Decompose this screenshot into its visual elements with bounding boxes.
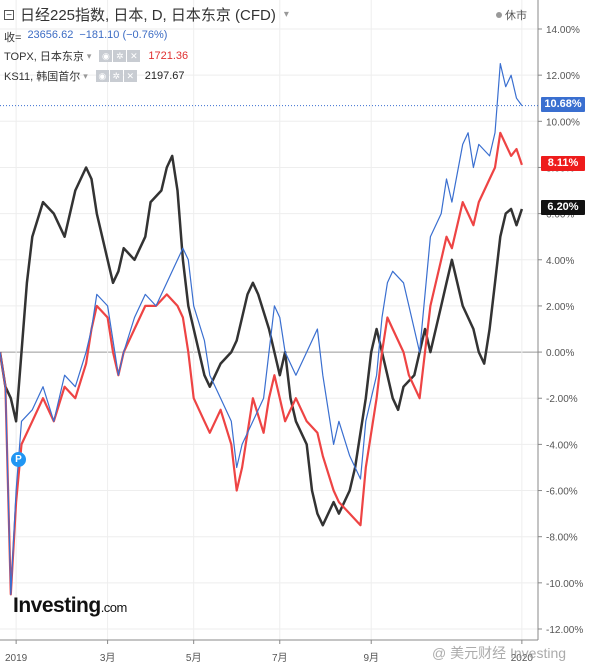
title-row: − 日经225指数, 日本, D, 日本东京 (CFD) ▾	[4, 4, 289, 25]
series-line-nikkei	[0, 63, 523, 595]
y-tick-label: -4.00%	[546, 440, 578, 451]
y-tick-label: -6.00%	[546, 487, 578, 498]
logo-suffix: .com	[100, 600, 128, 615]
gear-icon[interactable]: ✲	[109, 70, 123, 82]
compare-toolbar: ◉ ✲ ✕	[99, 50, 141, 62]
chevron-down-icon[interactable]: ▾	[283, 9, 289, 20]
compare-name: KS11, 韩国首尔	[4, 71, 81, 83]
compare-row-topx[interactable]: TOPX, 日本东京 ▾ ◉ ✲ ✕ 1721.36	[4, 48, 188, 64]
series-line-topx	[0, 131, 523, 596]
y-tick-label: 14.00%	[546, 25, 580, 36]
status-dot-icon	[496, 12, 502, 18]
y-tick-label: 2.00%	[546, 302, 574, 313]
x-tick-label: 9月	[363, 652, 379, 664]
compare-name: TOPX, 日本东京	[4, 51, 84, 63]
market-status-label: 休市	[505, 10, 527, 22]
chart-title: 日经225指数, 日本, D, 日本东京 (CFD)	[20, 7, 276, 24]
watermark: @ 美元财经 Investing	[432, 645, 567, 661]
close-price: 23656.62	[27, 29, 74, 41]
series-line-ks11	[0, 154, 524, 527]
y-tick-label: -8.00%	[546, 533, 578, 544]
x-tick-label: 2019	[5, 653, 28, 664]
y-tick-label: -10.00%	[546, 579, 583, 590]
x-tick-label: 5月	[186, 652, 202, 664]
close-icon[interactable]: ✕	[123, 70, 137, 82]
eye-icon[interactable]: ◉	[95, 70, 109, 82]
price-label-nikkei: 10.68%	[541, 97, 585, 112]
chevron-down-icon[interactable]: ▾	[86, 50, 92, 61]
x-tick-label: 3月	[100, 652, 116, 664]
price-label-topx: 8.11%	[541, 156, 585, 171]
compare-value: 1721.36	[148, 50, 189, 62]
chevron-down-icon[interactable]: ▾	[83, 70, 88, 81]
gear-icon[interactable]: ✲	[113, 50, 127, 62]
compare-value: 2197.67	[144, 70, 185, 82]
x-tick-label: 2020	[511, 653, 534, 664]
close-change: −181.10 (−0.76%)	[79, 29, 168, 41]
y-tick-label: -2.00%	[546, 394, 578, 405]
investing-logo: Investing.com	[13, 594, 127, 618]
eye-icon[interactable]: ◉	[99, 50, 113, 62]
y-tick-label: 12.00%	[546, 71, 580, 82]
logo-main: Investing	[13, 594, 101, 617]
quote-row: 收= 23656.62 −181.10 (−0.76%)	[4, 29, 167, 45]
y-tick-label: 10.00%	[546, 117, 580, 128]
y-tick-label: -12.00%	[546, 625, 583, 636]
compare-row-ks11[interactable]: KS11, 韩国首尔 ▾ ◉ ✲ ✕ 2197.67	[4, 68, 185, 84]
x-tick-label: 7月	[272, 652, 288, 664]
collapse-icon[interactable]: −	[4, 9, 14, 20]
market-status: 休市	[496, 7, 527, 23]
event-badge-icon[interactable]: P	[11, 452, 26, 467]
y-tick-label: 6.00%	[546, 210, 574, 221]
y-tick-label: 0.00%	[546, 348, 574, 359]
price-label-ks11: 6.20%	[541, 200, 585, 215]
y-tick-label: 4.00%	[546, 256, 574, 267]
compare-toolbar: ◉ ✲ ✕	[95, 70, 137, 82]
close-label: 收=	[4, 32, 22, 44]
close-icon[interactable]: ✕	[127, 50, 141, 62]
